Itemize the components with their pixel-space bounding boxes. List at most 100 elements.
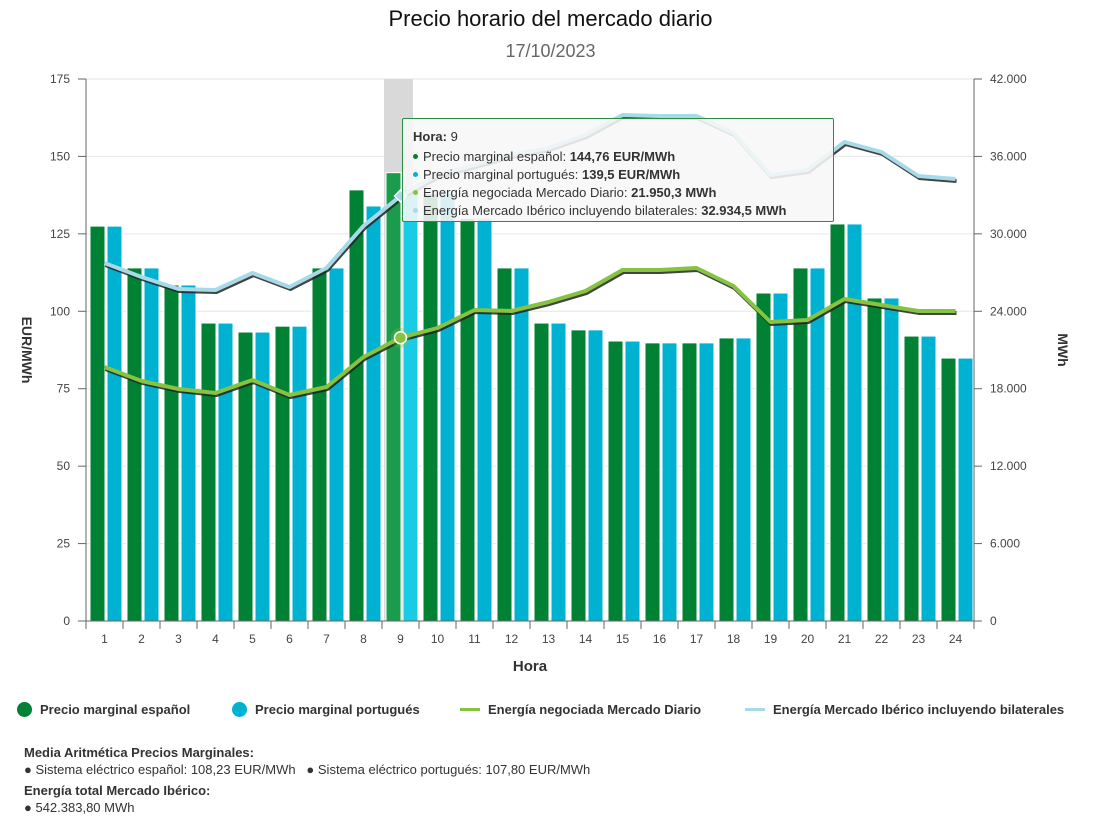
tooltip-hora: Hora: 9 [413,129,458,144]
x-tick-label: 24 [949,632,963,646]
bar [550,322,567,622]
y-tick-label: 75 [57,382,71,396]
summary: Media Aritmética Precios Marginales: ● S… [24,744,590,816]
x-tick-label: 3 [175,632,182,646]
bar [681,342,698,622]
x-tick-label: 15 [616,632,630,646]
tooltip-row-value: 144,76 EUR/MWh [569,149,676,164]
bar [163,284,180,622]
y2-axis-label: MWh [1055,333,1071,366]
chart-title: Precio horario del mercado diario [388,6,713,31]
bullet-icon [413,190,418,196]
axes: 025507510012515017506.00012.00018.00024.… [50,72,1027,646]
bar [496,267,513,622]
bullet-icon [413,208,418,214]
bar [772,292,789,622]
tooltip-row: Energía negociada Mercado Diario: 21.950… [413,185,716,200]
x-tick-label: 7 [323,632,330,646]
bar [755,292,772,622]
tooltip-row-label: Energía Mercado Ibérico incluyendo bilat… [423,203,702,218]
hover-marker [393,330,408,345]
x-tick-label: 5 [249,632,256,646]
legend-label: Precio marginal portugués [255,702,420,717]
tooltip-hora-label: Hora: [413,129,447,144]
x-tick-label: 10 [431,632,445,646]
legend-label: Energía negociada Mercado Diario [488,702,702,717]
bar [661,342,678,622]
y2-tick-label: 24.000 [990,304,1027,318]
y-tick-label: 125 [50,227,70,241]
legend-line-icon [460,708,480,712]
bar [920,335,937,622]
legend-label: Precio marginal español [40,702,191,717]
avg-heading: Media Aritmética Precios Marginales: [24,745,254,760]
y-tick-label: 100 [50,304,70,318]
bar [829,223,846,622]
bar [607,340,624,622]
y2-tick-label: 0 [990,614,997,628]
bar [883,297,900,622]
legend-item-precio-portugues[interactable]: Precio marginal portugués [232,702,420,718]
x-tick-label: 1 [101,632,108,646]
bar [476,217,493,622]
bar [311,267,328,622]
tooltip-row-value: 139,5 EUR/MWh [581,167,681,182]
y-axis-label: EUR/MWh [19,317,35,384]
tooltip-row: Precio marginal portugués: 139,5 EUR/MWh [413,167,680,182]
bar [439,193,456,622]
bar [624,340,641,622]
bar [459,217,476,622]
bar [846,223,863,622]
tooltip-row-label: Energía negociada Mercado Diario: [423,185,632,200]
avg-pt: ● Sistema eléctrico portugués: 107,80 EU… [306,762,591,777]
total-value: ● 542.383,80 MWh [24,800,135,815]
x-tick-label: 20 [801,632,815,646]
legend-label: Energía Mercado Ibérico incluyendo bilat… [773,702,1065,717]
y-tick-label: 50 [57,459,71,473]
y-tick-label: 150 [50,149,70,163]
x-tick-label: 18 [727,632,741,646]
bar [385,172,402,622]
legend-item-precio-espanol[interactable]: Precio marginal español [17,702,190,718]
legend-item-energia-diario[interactable]: Energía negociada Mercado Diario [460,702,701,717]
x-tick-label: 12 [505,632,519,646]
y2-tick-label: 30.000 [990,227,1027,241]
bullet-icon [413,154,418,160]
line-shadow [104,267,957,400]
bar [237,331,254,622]
bar [126,267,143,622]
bar [570,329,587,622]
y2-tick-label: 42.000 [990,72,1027,86]
x-tick-label: 11 [468,632,481,646]
avg-values: ● Sistema eléctrico español: 108,23 EUR/… [24,761,590,778]
y2-tick-label: 12.000 [990,459,1027,473]
bar [718,337,735,622]
legend-circle-icon [232,702,247,718]
tooltip-row-label: Precio marginal español: [423,149,570,164]
bar [513,267,530,622]
bullet-icon [413,172,418,178]
legend-line-icon [745,708,765,712]
bar [402,188,419,622]
legend-item-energia-iberico[interactable]: Energía Mercado Ibérico incluyendo bilat… [745,702,1064,717]
tooltip-row-value: 32.934,5 MWh [701,203,787,218]
bar [903,335,920,622]
x-tick-label: 23 [912,632,926,646]
y2-tick-label: 6.000 [990,537,1020,551]
bar [735,337,752,622]
tooltip-row-value: 21.950,3 MWh [631,185,717,200]
bar [533,322,550,622]
x-tick-label: 17 [690,632,704,646]
x-tick-label: 16 [653,632,667,646]
price-chart: 025507510012515017506.00012.00018.00024.… [19,72,1071,675]
x-tick-label: 4 [212,632,219,646]
tooltip: Hora: 9 Precio marginal español: 144,76 … [402,118,834,222]
bar [106,225,123,622]
legend-circle-icon [17,702,32,718]
x-axis-label: Hora [513,658,548,675]
chart-subtitle-date: 17/10/2023 [505,41,596,61]
bar [217,322,234,622]
bars [89,172,974,622]
tooltip-row-label: Precio marginal portugués: [423,167,582,182]
x-tick-label: 6 [286,632,293,646]
